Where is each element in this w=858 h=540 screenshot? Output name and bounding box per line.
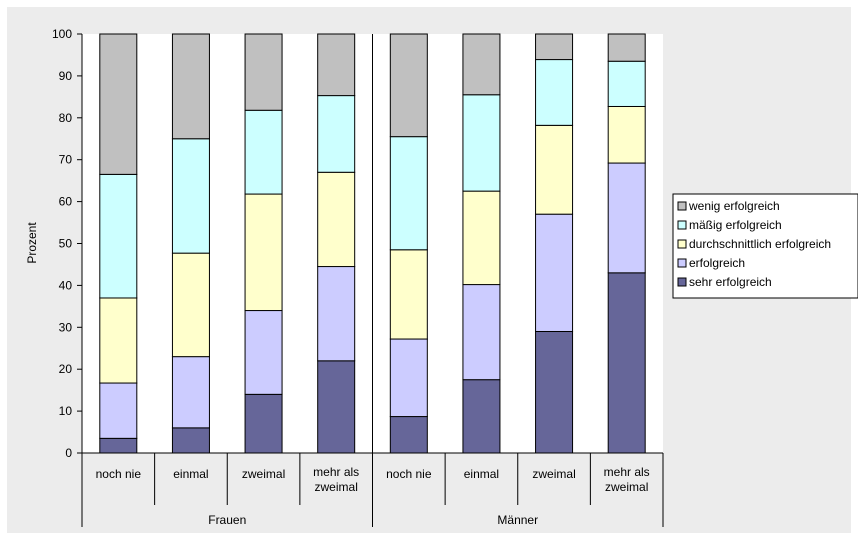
bar-segment <box>244 393 283 454</box>
y-tick-label: 60 <box>59 195 73 209</box>
y-tick-label: 30 <box>59 320 73 334</box>
bar-segment <box>462 379 501 454</box>
legend-label: sehr erfolgreich <box>689 275 772 289</box>
y-tick-label: 10 <box>59 404 73 418</box>
legend-label: durchschnittlich erfolgreich <box>689 237 831 251</box>
bar-segment <box>535 59 574 126</box>
bar-segment <box>462 33 501 96</box>
bar-segment <box>99 437 138 454</box>
bar-segment <box>171 33 210 140</box>
group-label: Frauen <box>208 513 246 527</box>
bar-segment <box>99 382 138 439</box>
bar-segment <box>389 416 428 454</box>
y-tick-label: 20 <box>59 362 73 376</box>
bars-layer <box>99 33 646 454</box>
bar-segment <box>389 33 428 138</box>
category-label: einmal <box>464 467 499 481</box>
category-label: einmal <box>173 467 208 481</box>
bar-segment <box>99 297 138 384</box>
bar-segment <box>607 33 646 62</box>
legend-swatch <box>677 220 687 230</box>
y-tick-label: 80 <box>59 111 73 125</box>
bar-segment <box>171 252 210 358</box>
y-tick-label: 100 <box>52 27 72 41</box>
legend-swatch <box>677 239 687 249</box>
bar-segment <box>535 330 574 454</box>
legend-label: wenig erfolgreich <box>688 199 780 213</box>
bar-segment <box>171 427 210 454</box>
legend-swatch <box>677 277 687 287</box>
bar-segment <box>244 193 283 312</box>
bar-segment <box>607 105 646 164</box>
bar-segment <box>171 356 210 429</box>
legend-label: erfolgreich <box>689 256 745 270</box>
bar-segment <box>317 266 356 362</box>
bar-segment <box>99 33 138 175</box>
y-tick-label: 50 <box>59 237 73 251</box>
category-label: zweimal <box>605 480 648 494</box>
bar-segment <box>317 171 356 268</box>
bar-segment <box>317 33 356 97</box>
bar-segment <box>317 360 356 454</box>
bar-segment <box>389 338 428 418</box>
category-label: mehr als <box>313 465 359 479</box>
bar-segment <box>99 173 138 299</box>
y-tick-label: 70 <box>59 153 73 167</box>
group-label: Männer <box>497 513 538 527</box>
y-tick-label: 0 <box>65 446 72 460</box>
bar-segment <box>535 33 574 61</box>
legend-swatch <box>677 201 687 211</box>
bar-segment <box>389 136 428 251</box>
category-label: zweimal <box>315 480 358 494</box>
bar-segment <box>535 213 574 332</box>
bar-segment <box>317 95 356 173</box>
bar-segment <box>244 109 283 195</box>
category-label: noch nie <box>96 467 142 481</box>
bar-segment <box>462 94 501 192</box>
legend-label: mäßig erfolgreich <box>689 218 782 232</box>
bar-segment <box>389 249 428 340</box>
axes-layer: 0 10 20 30 40 50 60 70 80 90 100 noch nie einmal zwei… <box>52 27 664 527</box>
category-label: mehr als <box>604 465 650 479</box>
bar-segment <box>244 310 283 395</box>
bar-segment <box>607 162 646 274</box>
category-label: zweimal <box>242 467 285 481</box>
y-axis-title: Prozent <box>25 222 39 264</box>
category-label: noch nie <box>386 467 432 481</box>
category-label: zweimal <box>532 467 575 481</box>
bar-segment <box>607 60 646 107</box>
y-tick-label: 40 <box>59 278 73 292</box>
bar-segment <box>607 272 646 454</box>
y-tick-label: 90 <box>59 69 73 83</box>
bar-segment <box>462 190 501 286</box>
bar-segment <box>171 138 210 254</box>
bar-segment <box>244 33 283 111</box>
bar-segment <box>535 124 574 215</box>
legend-swatch <box>677 258 687 268</box>
legend-box <box>672 193 858 299</box>
legend: wenig erfolgreich mäßig erfolgreich durchs… <box>672 193 858 299</box>
bar-segment <box>462 284 501 381</box>
